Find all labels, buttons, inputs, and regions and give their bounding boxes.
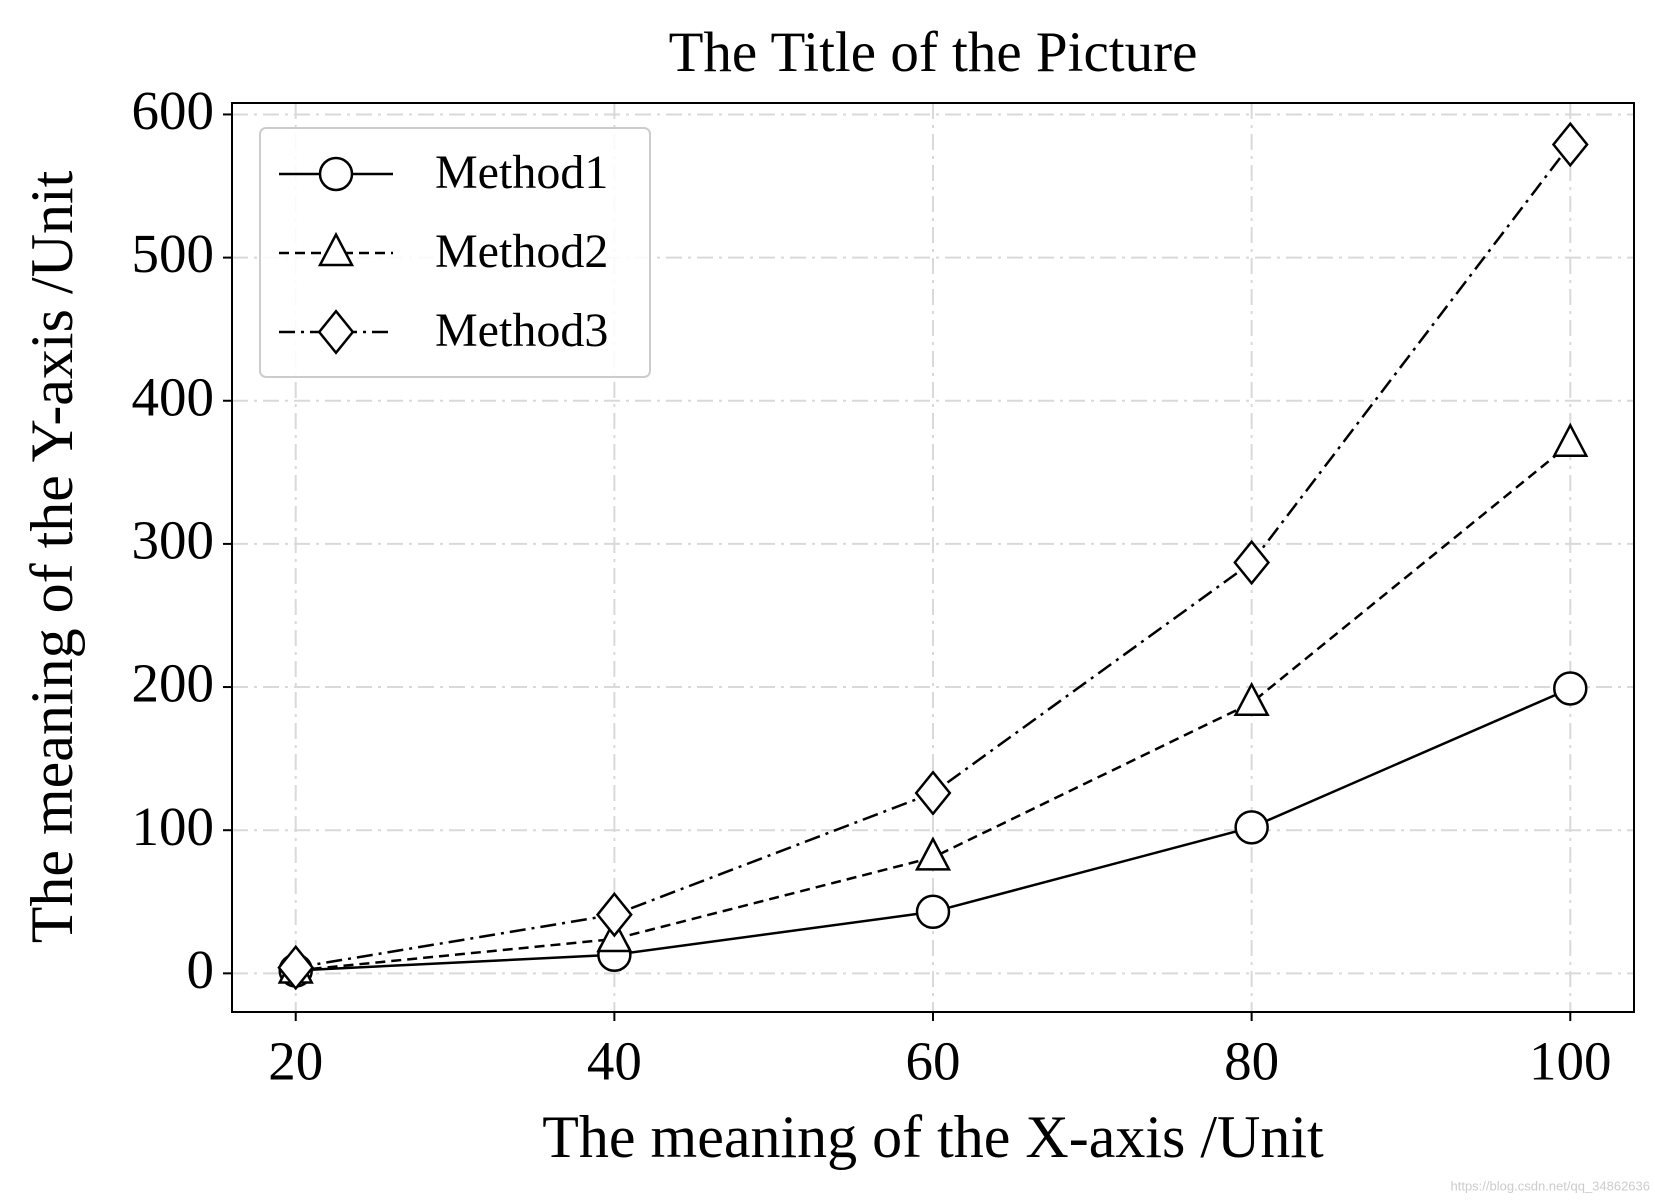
data-point: [1553, 671, 1588, 706]
legend-marker: [317, 231, 355, 267]
x-tick-label: 80: [1224, 1031, 1279, 1092]
legend-marker: [318, 156, 354, 192]
data-point: [1552, 422, 1589, 457]
watermark: https://blog.csdn.net/qq_34862636: [1451, 1178, 1651, 1193]
legend-label: Method1: [435, 146, 608, 199]
data-point: [1551, 121, 1589, 168]
x-axis-label: The meaning of the X-axis /Unit: [542, 1104, 1324, 1170]
x-tick-label: 100: [1529, 1031, 1612, 1092]
legend-label: Method2: [435, 225, 608, 278]
legend-label: Method3: [435, 304, 608, 357]
x-tick-label: 40: [587, 1031, 642, 1092]
y-tick-label: 400: [132, 366, 215, 427]
legend-marker: [317, 309, 355, 355]
data-point: [915, 894, 951, 930]
y-tick-label: 0: [187, 939, 215, 1000]
data-point: [1234, 810, 1269, 845]
y-tick-label: 500: [132, 223, 215, 284]
chart-title: The Title of the Picture: [669, 21, 1198, 84]
y-tick-label: 300: [132, 510, 215, 571]
data-point: [277, 944, 315, 991]
data-point: [595, 891, 633, 938]
x-tick-label: 60: [906, 1031, 961, 1092]
data-point: [1233, 681, 1270, 717]
y-axis-label: The meaning of the Y-axis /Unit: [19, 170, 85, 943]
data-point: [914, 836, 952, 871]
data-point: [914, 770, 952, 816]
y-tick-label: 100: [132, 796, 215, 857]
data-point: [1233, 539, 1271, 586]
y-tick-label: 200: [132, 653, 215, 714]
x-tick-label: 20: [268, 1031, 323, 1092]
y-tick-label: 600: [132, 80, 215, 141]
plot-frame: [231, 102, 1635, 1013]
legend-box: [259, 127, 651, 378]
